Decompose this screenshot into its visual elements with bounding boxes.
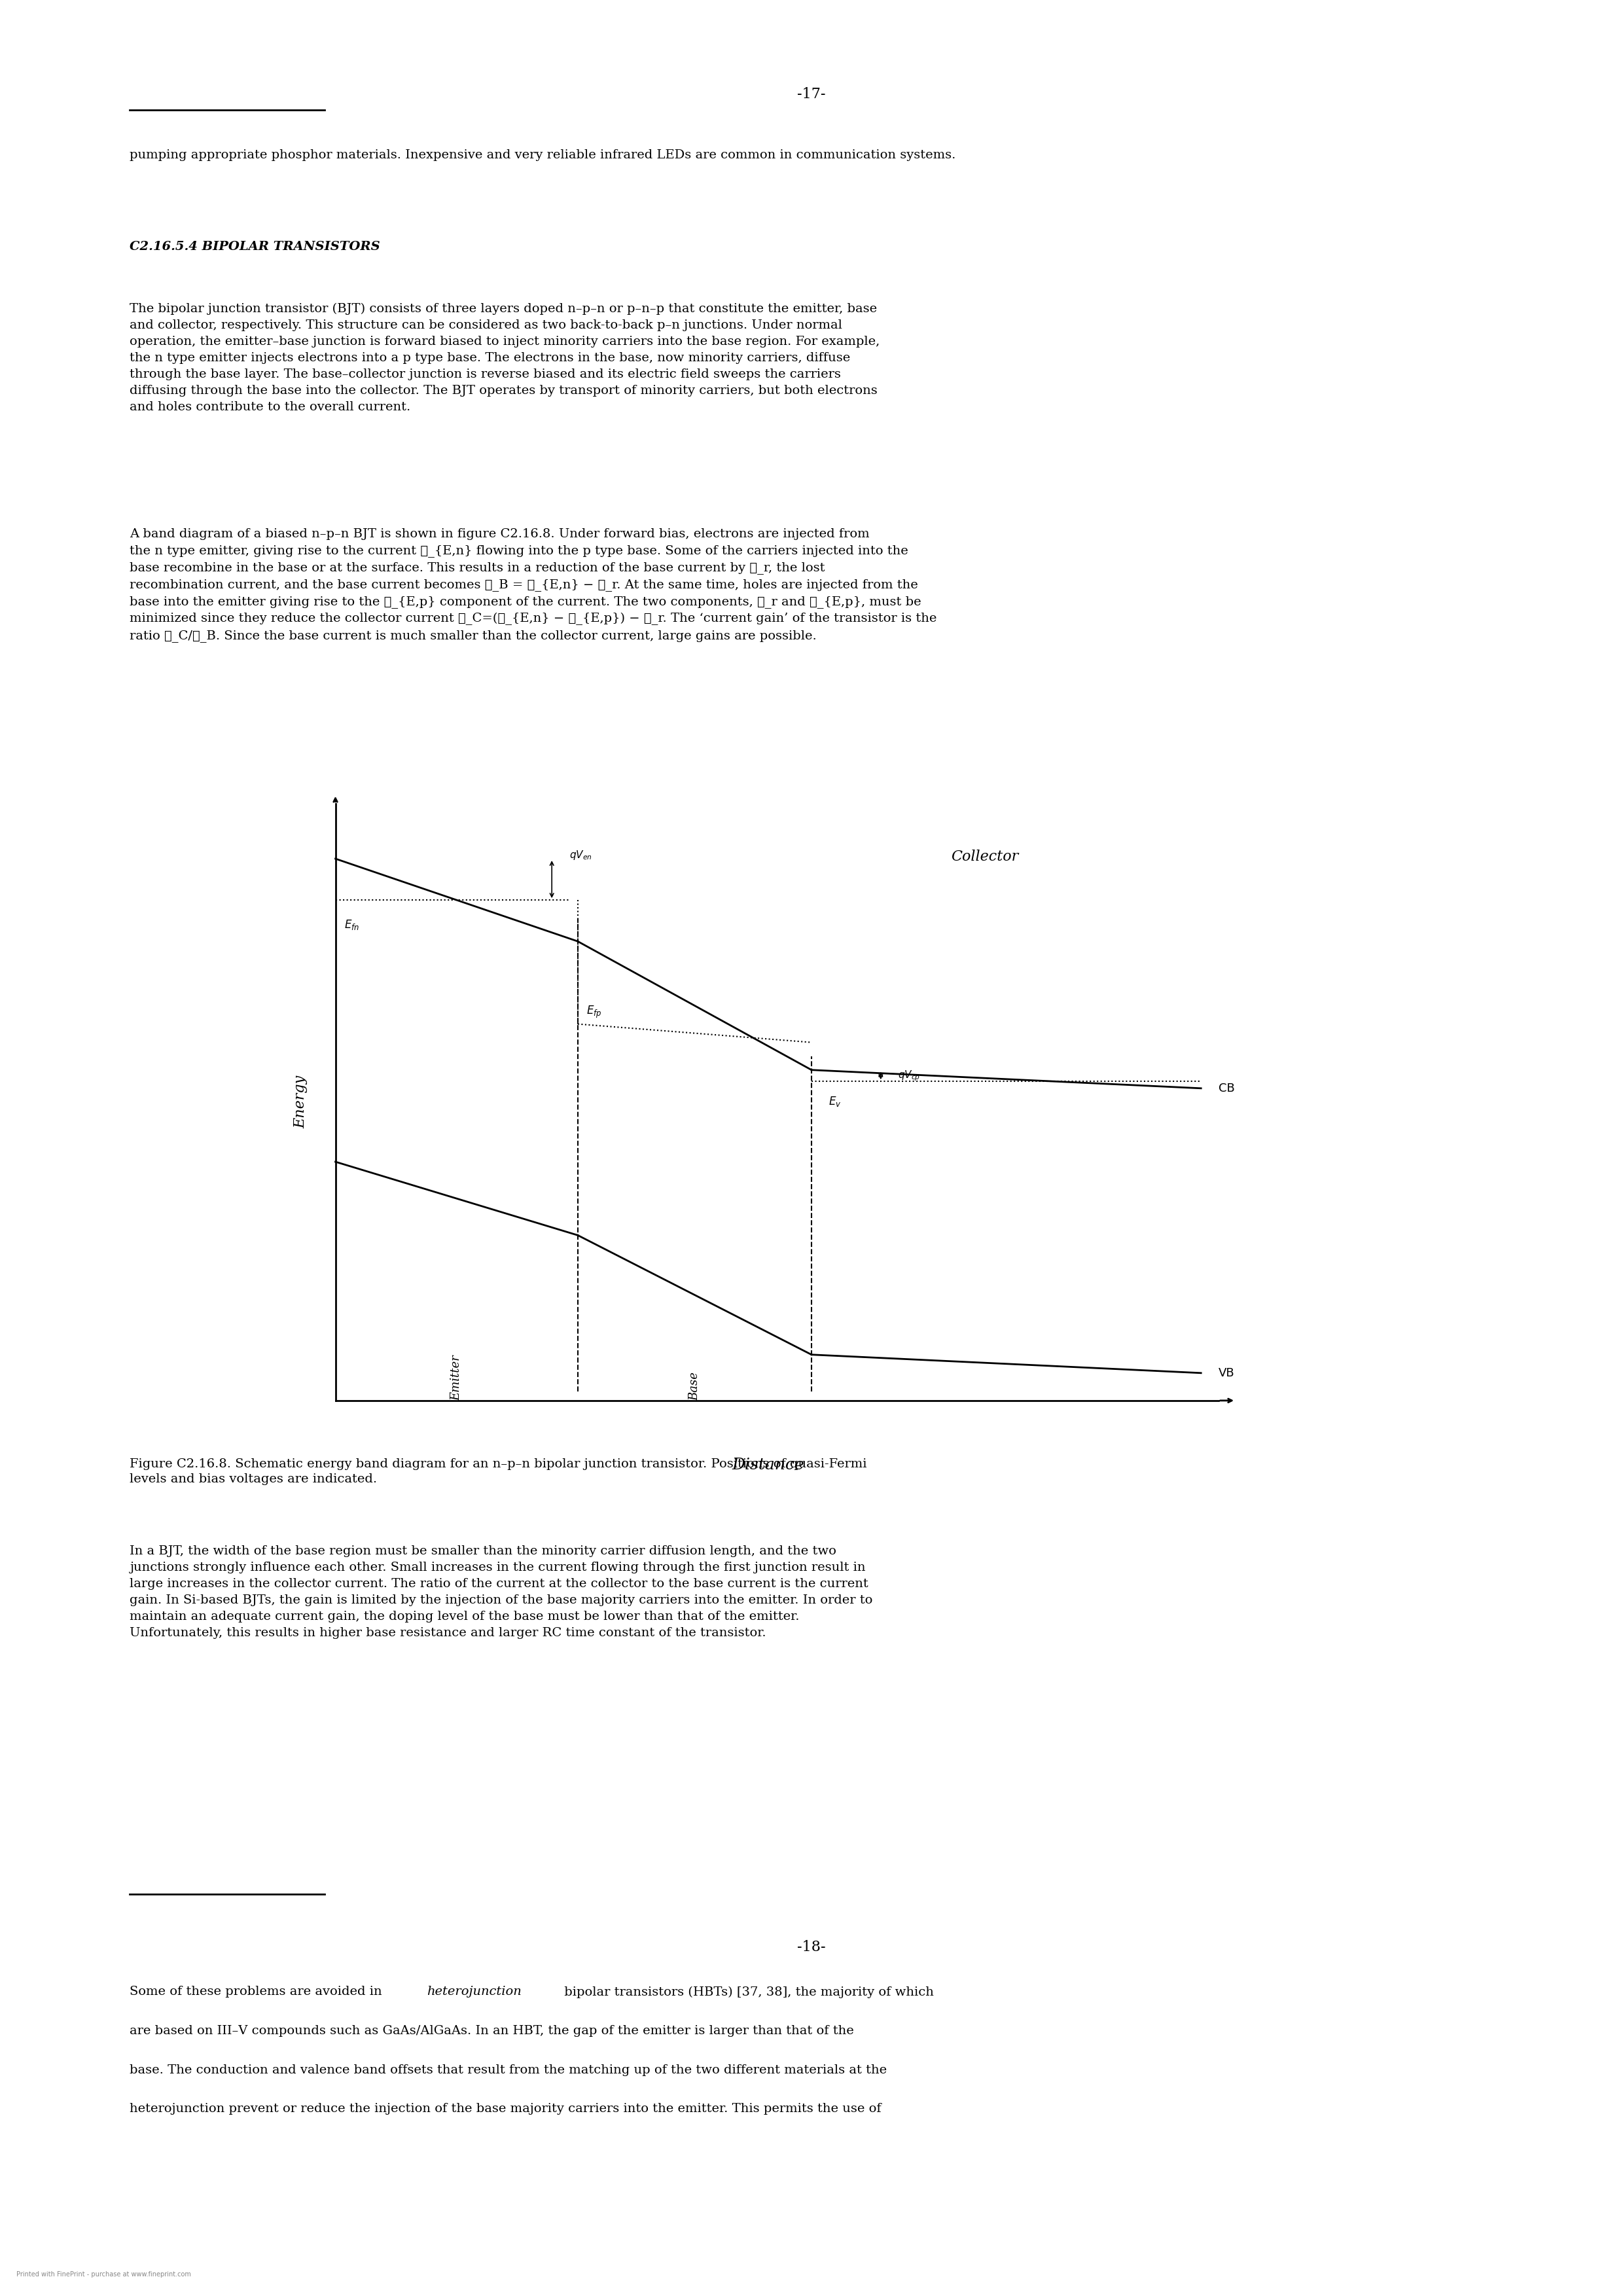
Text: heterojunction: heterojunction (427, 1986, 521, 1998)
Text: pumping appropriate phosphor materials. Inexpensive and very reliable infrared L: pumping appropriate phosphor materials. … (130, 149, 956, 161)
Text: Distance: Distance (732, 1458, 805, 1472)
Text: $qV_{cp}$: $qV_{cp}$ (898, 1070, 920, 1081)
Text: The bipolar junction transistor (BJT) consists of three layers doped n–p–n or p–: The bipolar junction transistor (BJT) co… (130, 303, 880, 413)
Text: Some of these problems are avoided in: Some of these problems are avoided in (130, 1986, 386, 1998)
Text: -17-: -17- (797, 87, 826, 101)
Text: base. The conduction and valence band offsets that result from the matching up o: base. The conduction and valence band of… (130, 2064, 888, 2076)
Text: Figure C2.16.8. Schematic energy band diagram for an n–p–n bipolar junction tran: Figure C2.16.8. Schematic energy band di… (130, 1458, 867, 1486)
Text: In a BJT, the width of the base region must be smaller than the minority carrier: In a BJT, the width of the base region m… (130, 1545, 873, 1639)
Text: Collector: Collector (951, 850, 1018, 863)
Text: Base: Base (688, 1371, 701, 1401)
Text: CB: CB (1219, 1081, 1235, 1095)
Text: $qV_{en}$: $qV_{en}$ (570, 850, 592, 861)
Text: $E_{v}$: $E_{v}$ (829, 1095, 842, 1109)
Text: Printed with FinePrint - purchase at www.fineprint.com: Printed with FinePrint - purchase at www… (16, 2271, 192, 2278)
Text: -18-: -18- (797, 1940, 826, 1954)
Text: C2.16.5.4 BIPOLAR TRANSISTORS: C2.16.5.4 BIPOLAR TRANSISTORS (130, 241, 380, 253)
Text: heterojunction prevent or reduce the injection of the base majority carriers int: heterojunction prevent or reduce the inj… (130, 2103, 881, 2115)
Text: Energy: Energy (294, 1075, 308, 1130)
Text: Emitter: Emitter (451, 1355, 463, 1401)
Text: A band diagram of a biased n–p–n BJT is shown in figure C2.16.8. Under forward b: A band diagram of a biased n–p–n BJT is … (130, 528, 936, 643)
Text: $E_{fp}$: $E_{fp}$ (586, 1003, 602, 1019)
Text: VB: VB (1219, 1366, 1235, 1380)
Text: $E_{fn}$: $E_{fn}$ (344, 918, 359, 932)
Text: are based on III–V compounds such as GaAs/AlGaAs. In an HBT, the gap of the emit: are based on III–V compounds such as GaA… (130, 2025, 854, 2037)
Text: bipolar transistors (HBTs) [37, 38], the majority of which: bipolar transistors (HBTs) [37, 38], the… (560, 1986, 933, 1998)
